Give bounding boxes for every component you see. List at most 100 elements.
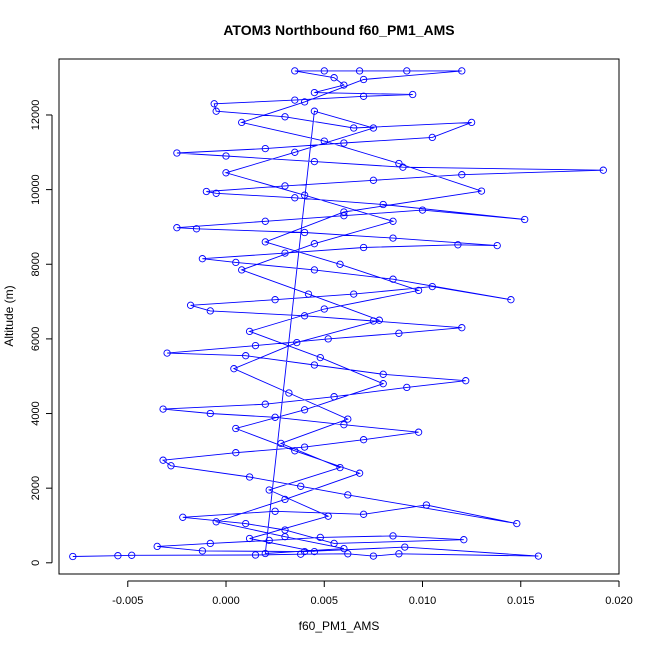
data-point [300, 191, 309, 199]
data-point [238, 118, 246, 127]
data-point [599, 166, 607, 174]
data-point [271, 507, 279, 515]
data-point [245, 327, 254, 336]
data-point [281, 533, 289, 541]
x-tick-label: 0.000 [212, 595, 240, 607]
data-point [395, 550, 403, 558]
data-point [379, 200, 387, 209]
y-tick-label: 10000 [30, 174, 42, 205]
data-point [379, 370, 387, 378]
data-point [395, 159, 403, 168]
x-tick-label: -0.005 [112, 595, 143, 607]
data-point [198, 255, 207, 263]
data-point [212, 189, 220, 197]
data-point [350, 290, 358, 298]
data-point [462, 377, 470, 385]
data-point [458, 67, 466, 75]
data-point [206, 539, 214, 548]
data-point [310, 88, 319, 97]
data-point [212, 518, 220, 526]
data-point [291, 194, 299, 202]
data-point [271, 413, 279, 421]
data-point [281, 182, 289, 190]
data-point [534, 552, 543, 560]
chart-title: ATOM3 Northbound f60_PM1_AMS [223, 22, 454, 38]
data-point [206, 409, 214, 418]
data-point [186, 301, 195, 309]
data-point [355, 67, 364, 75]
data-point [395, 329, 403, 337]
data-point [422, 501, 431, 509]
data-point [300, 228, 309, 237]
data-point [251, 341, 260, 350]
data-point [159, 405, 167, 413]
y-axis: 0 2000 4000 6000 8000 10000 12000 [30, 100, 53, 566]
data-point [324, 335, 332, 343]
data-point [324, 512, 332, 520]
y-tick-label: 0 [30, 560, 42, 566]
y-tick-label: 2000 [30, 476, 42, 500]
data-point [460, 536, 468, 544]
data-point [350, 124, 358, 132]
data-point [232, 449, 240, 457]
data-point [389, 532, 397, 540]
data-point [467, 118, 476, 127]
data-point [212, 107, 220, 115]
data-point [206, 307, 214, 315]
data-point [369, 552, 378, 560]
data-point [265, 536, 273, 545]
data-point [230, 365, 238, 373]
data-point [261, 217, 269, 225]
data-point [320, 67, 328, 75]
x-tick-label: 0.010 [409, 595, 437, 607]
data-point [355, 469, 364, 477]
data-point [271, 296, 279, 304]
data-point [173, 224, 181, 232]
data-point [359, 436, 368, 444]
data-point [369, 176, 378, 184]
data-point [399, 163, 407, 171]
data-point [344, 491, 352, 499]
data-point [167, 462, 175, 470]
y-axis-label: Altitude (m) [2, 285, 16, 346]
x-tick-label: 0.015 [507, 595, 535, 607]
data-point [251, 551, 260, 559]
data-point [330, 539, 338, 548]
data-point [316, 353, 324, 362]
data-point [69, 552, 77, 561]
data-point [210, 100, 218, 108]
data-point [242, 519, 250, 528]
data-point [261, 400, 269, 408]
data-point [344, 550, 352, 558]
data-point [389, 234, 397, 242]
data-point [245, 534, 254, 543]
data-point [409, 90, 417, 99]
data-point [297, 482, 305, 490]
data-point [344, 415, 352, 423]
data-point [261, 549, 269, 558]
data-point [291, 96, 299, 104]
data-point [316, 533, 324, 542]
data-point [281, 495, 289, 504]
data-point [232, 424, 240, 433]
data-point [336, 463, 344, 472]
data-point [414, 428, 423, 436]
data-point [265, 486, 273, 494]
data-point [291, 148, 299, 156]
data-point [304, 290, 313, 298]
data-point [281, 249, 289, 257]
data-point [300, 406, 309, 414]
x-axis: -0.005 0.000 0.005 0.010 0.015 0.020 [112, 580, 633, 607]
data-point [493, 241, 501, 250]
data-point [163, 349, 171, 357]
data-point [340, 421, 348, 429]
data-point [202, 187, 211, 196]
data-series [69, 67, 607, 561]
data-point [507, 296, 515, 304]
data-point [340, 81, 348, 89]
data-point [285, 389, 293, 397]
y-tick-label: 4000 [30, 401, 42, 425]
plot-frame [58, 58, 620, 575]
